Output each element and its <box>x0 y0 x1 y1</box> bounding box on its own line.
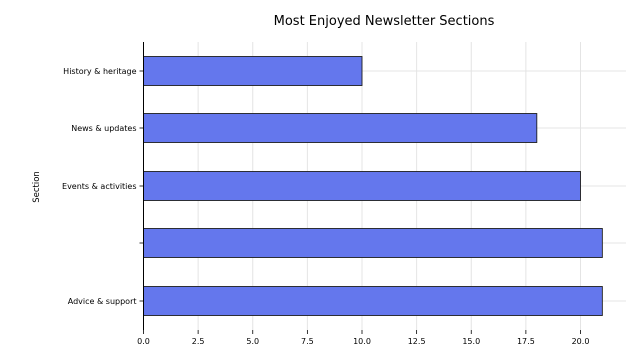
bar-layer <box>143 56 603 316</box>
y-tick-label: History & heritage <box>63 67 136 76</box>
x-tick-label: 7.5 <box>301 337 314 345</box>
y-axis-label: Section <box>32 171 42 203</box>
y-tick-label: Events & activities <box>62 182 136 191</box>
y-tick-label: News & updates <box>71 124 136 133</box>
x-tick-label: 10.0 <box>353 337 371 345</box>
x-tick-label: 15.0 <box>462 337 480 345</box>
bar <box>143 286 603 316</box>
x-tick-label: 5.0 <box>246 337 259 345</box>
x-tick-label: 20.0 <box>572 337 590 345</box>
label-layer: Most Enjoyed Newsletter Sections Section… <box>32 14 590 346</box>
bar <box>143 171 581 201</box>
x-tick-label: 17.5 <box>517 337 535 345</box>
chart-title: Most Enjoyed Newsletter Sections <box>274 14 495 29</box>
y-tick-label: Advice & support <box>68 297 137 306</box>
bar <box>143 228 603 258</box>
bar <box>143 56 363 86</box>
axis-layer <box>139 42 581 334</box>
bar <box>143 113 538 143</box>
x-tick-label: 0.0 <box>137 337 150 345</box>
x-tick-label: 12.5 <box>408 337 426 345</box>
x-tick-label: 2.5 <box>192 337 205 345</box>
